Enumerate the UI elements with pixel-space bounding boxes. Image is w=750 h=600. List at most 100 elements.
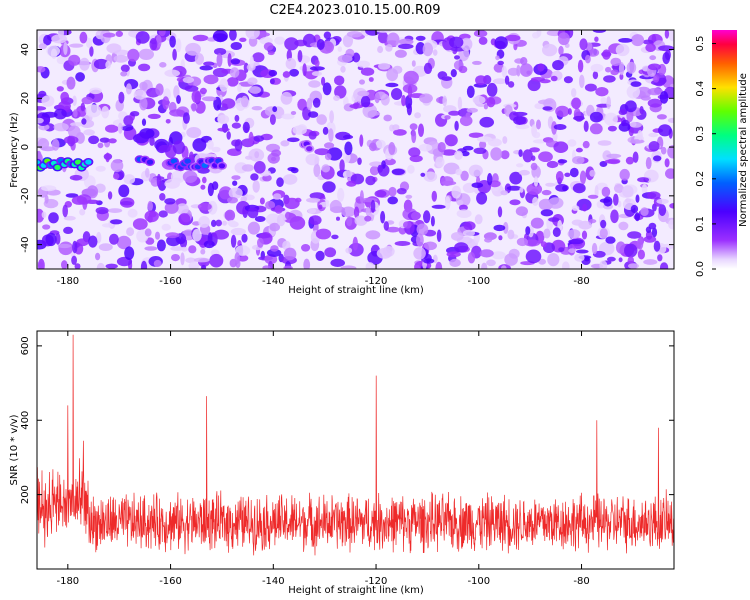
heatmap-cell bbox=[63, 215, 76, 221]
heatmap-cell bbox=[241, 95, 249, 108]
heatmap-cell bbox=[105, 60, 111, 69]
heatmap-cell bbox=[386, 32, 400, 47]
heatmap-cell bbox=[501, 65, 507, 78]
heatmap-cell bbox=[207, 232, 213, 246]
heatmap-cell bbox=[158, 30, 166, 37]
heatmap-cell bbox=[276, 177, 284, 188]
heatmap-cell bbox=[610, 57, 622, 67]
heatmap-cell bbox=[324, 153, 332, 161]
snr-x-tick-label: -100 bbox=[467, 576, 490, 587]
snr-y-ticks: 200 400 600 bbox=[20, 336, 674, 504]
heatmap-cell bbox=[265, 200, 276, 210]
heatmap-cell bbox=[662, 52, 670, 65]
heatmap-cell bbox=[409, 155, 423, 163]
colorbar-tick-label: 0.1 bbox=[695, 216, 706, 232]
heatmap-y-tick-label: -20 bbox=[20, 188, 31, 204]
heatmap-cell bbox=[149, 136, 155, 146]
heatmap-cell bbox=[176, 203, 189, 215]
heatmap-cell bbox=[280, 140, 290, 147]
heatmap-cell bbox=[398, 38, 414, 45]
heatmap-cell bbox=[63, 42, 68, 55]
heatmap-cell bbox=[140, 260, 148, 269]
heatmap-cell bbox=[337, 187, 345, 202]
heatmap-cell bbox=[589, 111, 603, 123]
heatmap-cell bbox=[479, 116, 495, 128]
heatmap-cell bbox=[211, 219, 217, 227]
heatmap-cell bbox=[487, 138, 502, 147]
heatmap-cell bbox=[230, 227, 246, 236]
heatmap-cell bbox=[451, 232, 464, 241]
heatmap-cell bbox=[311, 71, 322, 77]
heatmap-cell bbox=[155, 231, 160, 240]
heatmap-cell bbox=[297, 50, 303, 63]
heatmap-cell bbox=[491, 251, 506, 260]
heatmap-cell bbox=[221, 98, 236, 109]
heatmap-cell bbox=[181, 246, 188, 252]
heatmap-cell bbox=[635, 86, 652, 98]
heatmap-cell bbox=[188, 261, 200, 269]
heatmap-cell bbox=[249, 86, 261, 94]
heatmap-cell bbox=[224, 209, 236, 222]
heatmap-cell bbox=[85, 104, 102, 118]
heatmap-cell bbox=[441, 180, 457, 186]
heatmap-cell bbox=[465, 112, 471, 119]
heatmap-cell bbox=[547, 197, 564, 209]
heatmap-cell bbox=[346, 180, 357, 187]
heatmap-cell bbox=[507, 81, 515, 88]
heatmap-cell bbox=[458, 65, 468, 74]
heatmap-cell bbox=[619, 168, 630, 181]
heatmap-frame bbox=[36, 29, 675, 270]
heatmap-cell bbox=[182, 112, 190, 124]
heatmap-cell bbox=[456, 199, 464, 206]
snr-y-tick-label: 200 bbox=[20, 485, 31, 504]
heatmap-cell bbox=[172, 48, 177, 61]
heatmap-cell bbox=[164, 198, 176, 205]
heatmap-cell bbox=[667, 145, 674, 159]
heatmap-cell bbox=[207, 140, 214, 150]
feature-core bbox=[306, 146, 313, 152]
heatmap-cell bbox=[200, 249, 206, 255]
heatmap-cell bbox=[144, 210, 159, 223]
heatmap-cell bbox=[191, 103, 197, 112]
heatmap-cell bbox=[643, 259, 658, 265]
heatmap-cell bbox=[53, 122, 69, 132]
heatmap-cell bbox=[604, 112, 618, 126]
heatmap-cell bbox=[227, 197, 238, 204]
heatmap-cell bbox=[274, 36, 286, 45]
heatmap-cell bbox=[209, 253, 224, 268]
heatmap-cell bbox=[414, 112, 421, 119]
heatmap-cell bbox=[657, 254, 663, 262]
heatmap-cell bbox=[624, 100, 637, 113]
heatmap-cell bbox=[462, 145, 474, 151]
heatmap-cell bbox=[105, 124, 119, 133]
heatmap-cell bbox=[240, 196, 247, 203]
heatmap-cell bbox=[542, 43, 558, 57]
colorbar-tick-label: 0.5 bbox=[695, 36, 706, 52]
heatmap-cell bbox=[567, 108, 572, 115]
heatmap-cell bbox=[359, 190, 364, 204]
heatmap-cell bbox=[518, 169, 530, 176]
heatmap-cell bbox=[365, 206, 371, 217]
heatmap-cell bbox=[613, 184, 624, 193]
heatmap-cell bbox=[522, 149, 533, 163]
heatmap-cell bbox=[193, 257, 210, 263]
heatmap-cell bbox=[170, 170, 186, 184]
heatmap-cell bbox=[237, 254, 249, 262]
heatmap-cell bbox=[398, 43, 414, 50]
heatmap-cell bbox=[509, 199, 521, 206]
heatmap-cell bbox=[525, 226, 531, 236]
heatmap-cell bbox=[557, 159, 568, 164]
heatmap-cell bbox=[203, 61, 215, 66]
heatmap-cell bbox=[640, 207, 649, 217]
colorbar-label: Normalized spectral amplitude bbox=[738, 73, 749, 227]
heatmap-cell bbox=[478, 36, 488, 45]
heatmap-cell bbox=[626, 61, 637, 74]
snr-x-tick-label: -80 bbox=[573, 576, 589, 587]
heatmap-cell bbox=[61, 260, 68, 269]
heatmap-cell bbox=[618, 38, 633, 43]
heatmap-x-tick-label: -100 bbox=[467, 276, 490, 287]
heatmap-cell bbox=[627, 256, 634, 265]
heatmap-cell bbox=[472, 60, 482, 65]
snr-x-axis-label: Height of straight line (km) bbox=[288, 585, 424, 596]
